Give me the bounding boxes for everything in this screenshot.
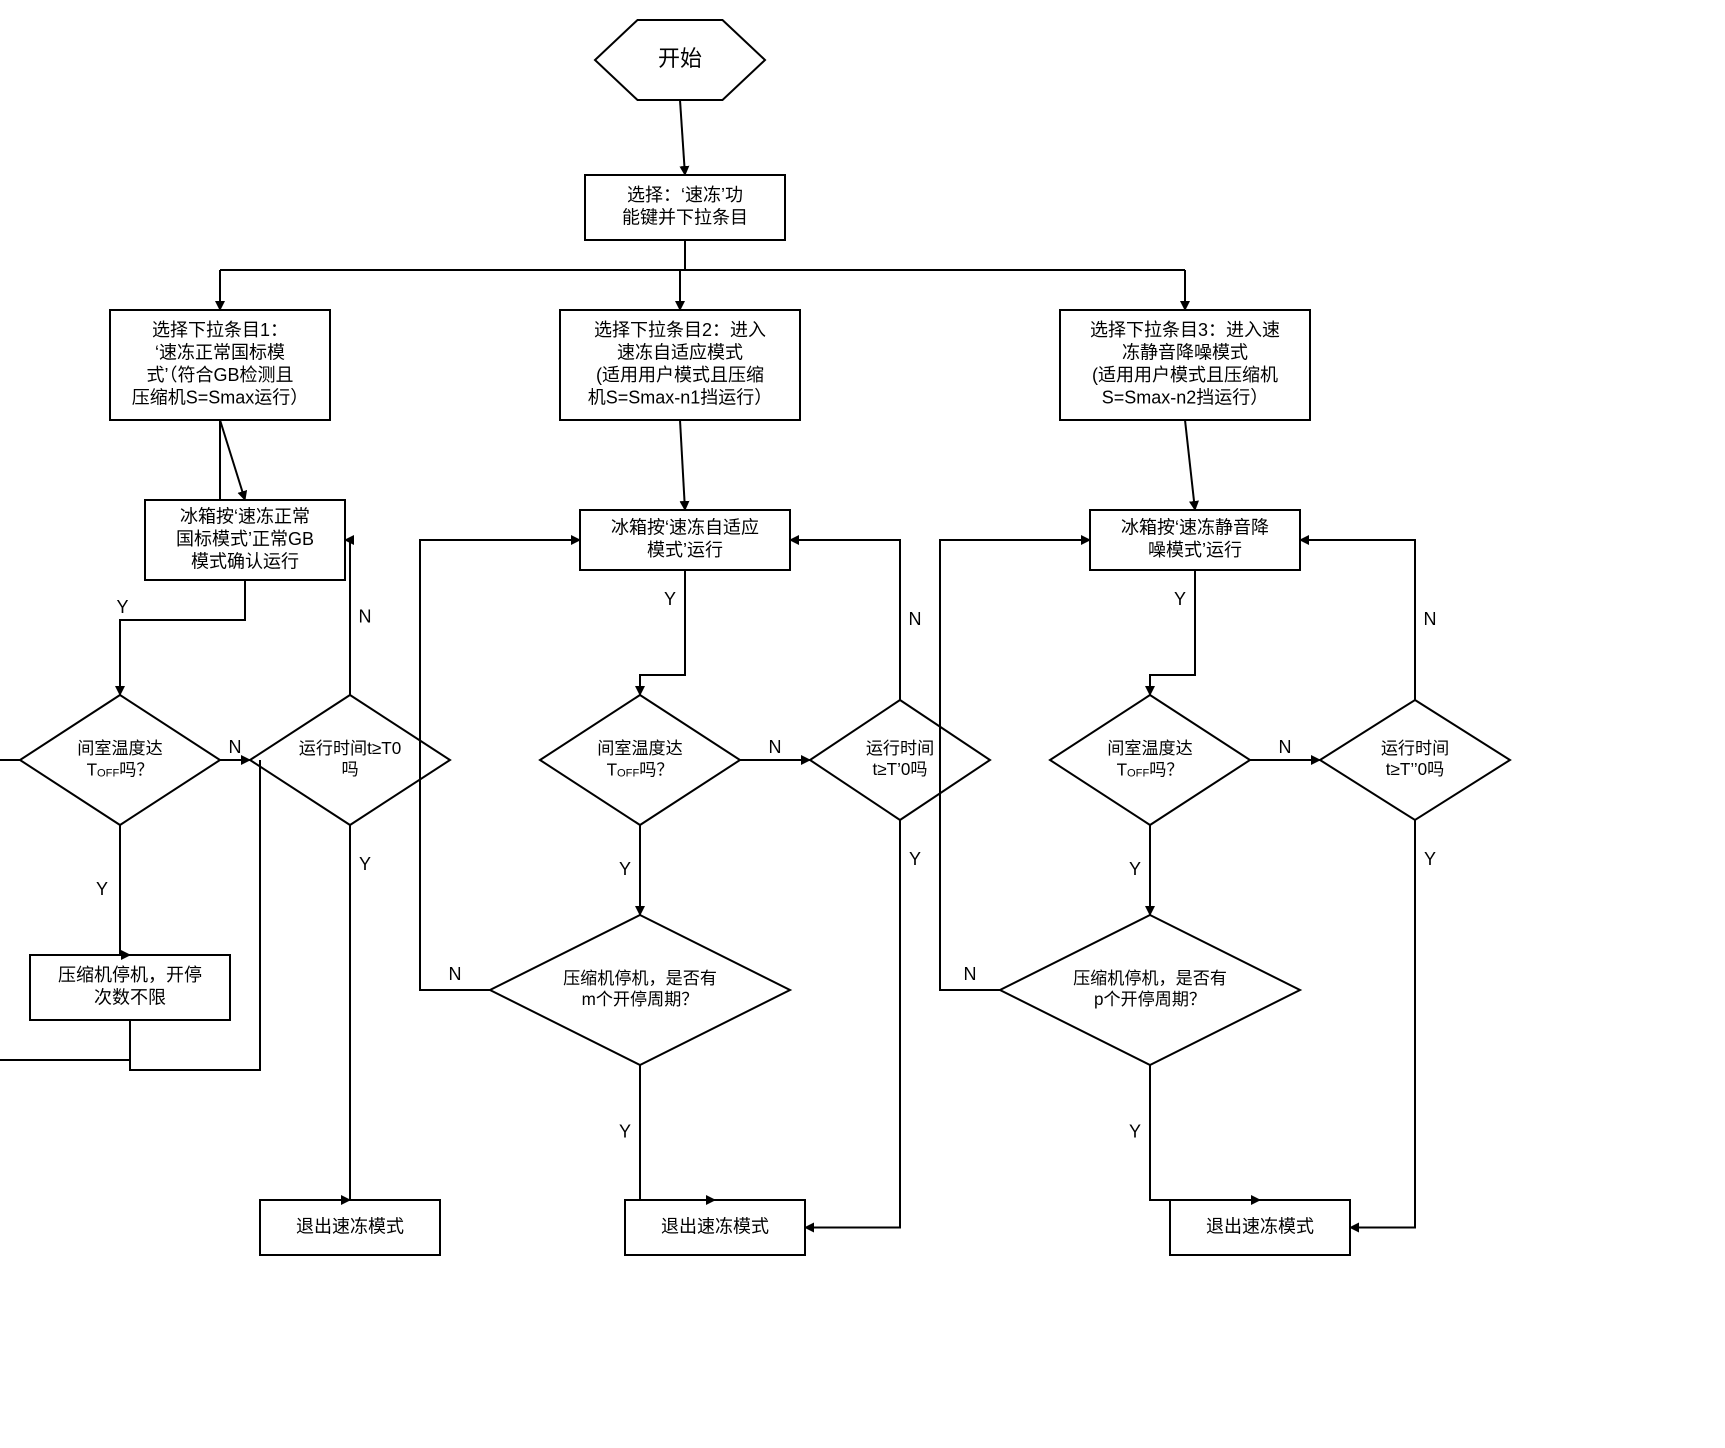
edge-label: Y [96, 879, 108, 899]
svg-text:退出速冻模式: 退出速冻模式 [296, 1216, 404, 1236]
connector [805, 820, 900, 1228]
svg-text:冻静音降噪模式: 冻静音降噪模式 [1122, 343, 1248, 363]
edge-label: N [229, 737, 242, 757]
connector [1150, 1065, 1260, 1200]
svg-text:运行时间: 运行时间 [866, 739, 934, 758]
svg-text:式’（符合GB检测且: 式’（符合GB检测且 [146, 365, 293, 385]
svg-text:冰箱按‘速冻自适应: 冰箱按‘速冻自适应 [611, 518, 759, 538]
connector [680, 420, 685, 510]
svg-text:压缩机S=Smax运行）: 压缩机S=Smax运行） [132, 388, 309, 408]
svg-text:选择下拉条目1：: 选择下拉条目1： [152, 320, 288, 340]
svg-text:吗: 吗 [341, 760, 358, 779]
edge-label: Y [1129, 859, 1141, 879]
svg-text:压缩机停机，开停: 压缩机停机，开停 [58, 965, 202, 985]
connector [1350, 820, 1415, 1228]
edge-label: N [909, 609, 922, 629]
edge-label: Y [1129, 1121, 1141, 1141]
flowchart-canvas: 开始选择：‘速冻’功能键并下拉条目选择下拉条目1： ‘速冻正常国标模式’（符合GB… [0, 0, 1725, 1443]
svg-text:压缩机停机，是否有: 压缩机停机，是否有 [1073, 969, 1227, 988]
edge-label: N [1279, 737, 1292, 757]
svg-text:TOFF吗？: TOFF吗？ [1117, 760, 1184, 779]
edge-label: Y [1424, 849, 1436, 869]
svg-text:t≥T’’0吗: t≥T’’0吗 [1386, 760, 1444, 779]
svg-text:运行时间t≥T0: 运行时间t≥T0 [299, 739, 401, 758]
svg-text:压缩机停机，是否有: 压缩机停机，是否有 [563, 969, 717, 988]
b3-exit-text: 退出速冻模式 [1206, 1216, 1314, 1236]
svg-text:速冻自适应模式: 速冻自适应模式 [617, 343, 743, 363]
edge-label: N [449, 964, 462, 984]
edge-label: Y [1174, 589, 1186, 609]
svg-text:TOFF吗？: TOFF吗？ [87, 760, 154, 779]
connector [1185, 420, 1195, 510]
connector [1300, 540, 1415, 700]
connector [220, 420, 245, 500]
edge-label: N [769, 737, 782, 757]
svg-text:次数不限: 次数不限 [94, 988, 166, 1008]
connector [120, 825, 130, 955]
svg-text:间室温度达: 间室温度达 [77, 739, 162, 758]
svg-text:噪模式’运行: 噪模式’运行 [1148, 540, 1242, 560]
svg-text:‘速冻正常国标模: ‘速冻正常国标模 [155, 343, 285, 363]
start-node-label: 开始 [658, 46, 702, 71]
svg-text:(适用用户模式且压缩机: (适用用户模式且压缩机 [1092, 365, 1278, 385]
svg-text:机S=Smax-n1挡运行）: 机S=Smax-n1挡运行） [588, 388, 773, 408]
connector [790, 540, 900, 700]
svg-text:冰箱按‘速冻正常: 冰箱按‘速冻正常 [180, 506, 310, 526]
svg-text:模式确认运行: 模式确认运行 [191, 551, 299, 571]
svg-text:能键并下拉条目: 能键并下拉条目 [622, 208, 748, 228]
connector [640, 1065, 715, 1200]
svg-text:退出速冻模式: 退出速冻模式 [661, 1216, 769, 1236]
svg-text:m个开停周期？: m个开停周期？ [582, 990, 699, 1009]
b2-exit-text: 退出速冻模式 [661, 1216, 769, 1236]
svg-text:p个开停周期？: p个开停周期？ [1094, 990, 1206, 1009]
svg-text:选择：‘速冻’功: 选择：‘速冻’功 [627, 185, 743, 205]
svg-text:间室温度达: 间室温度达 [597, 739, 682, 758]
b1-exit-text: 退出速冻模式 [296, 1216, 404, 1236]
connector [680, 100, 685, 175]
connector [640, 570, 685, 695]
edge-label: Y [664, 589, 676, 609]
svg-text:运行时间: 运行时间 [1381, 739, 1449, 758]
edge-label: Y [909, 849, 921, 869]
connector [1150, 570, 1195, 695]
svg-text:模式’运行: 模式’运行 [647, 540, 723, 560]
svg-text:选择下拉条目3：进入速: 选择下拉条目3：进入速 [1090, 320, 1280, 340]
svg-text:TOFF吗？: TOFF吗？ [607, 760, 674, 779]
connector [120, 580, 245, 695]
svg-text:国标模式’正常GB: 国标模式’正常GB [176, 529, 314, 549]
edge-label: N [964, 964, 977, 984]
svg-text:(适用用户模式且压缩: (适用用户模式且压缩 [596, 365, 764, 385]
edge-label: Y [619, 1121, 631, 1141]
edge-label: Y [359, 854, 371, 874]
svg-text:退出速冻模式: 退出速冻模式 [1206, 1216, 1314, 1236]
edge-label: N [359, 606, 372, 626]
edge-label: Y [116, 597, 128, 617]
svg-text:t≥T’0吗: t≥T’0吗 [873, 760, 928, 779]
edge-label: N [1424, 609, 1437, 629]
svg-text:冰箱按‘速冻静音降: 冰箱按‘速冻静音降 [1121, 518, 1269, 538]
svg-text:间室温度达: 间室温度达 [1107, 739, 1192, 758]
svg-text:S=Smax-n2挡运行）: S=Smax-n2挡运行） [1102, 388, 1269, 408]
edge-label: Y [619, 859, 631, 879]
svg-text:选择下拉条目2：进入: 选择下拉条目2：进入 [594, 320, 766, 340]
b1-run-text: 冰箱按‘速冻正常国标模式’正常GB模式确认运行 [176, 506, 314, 571]
